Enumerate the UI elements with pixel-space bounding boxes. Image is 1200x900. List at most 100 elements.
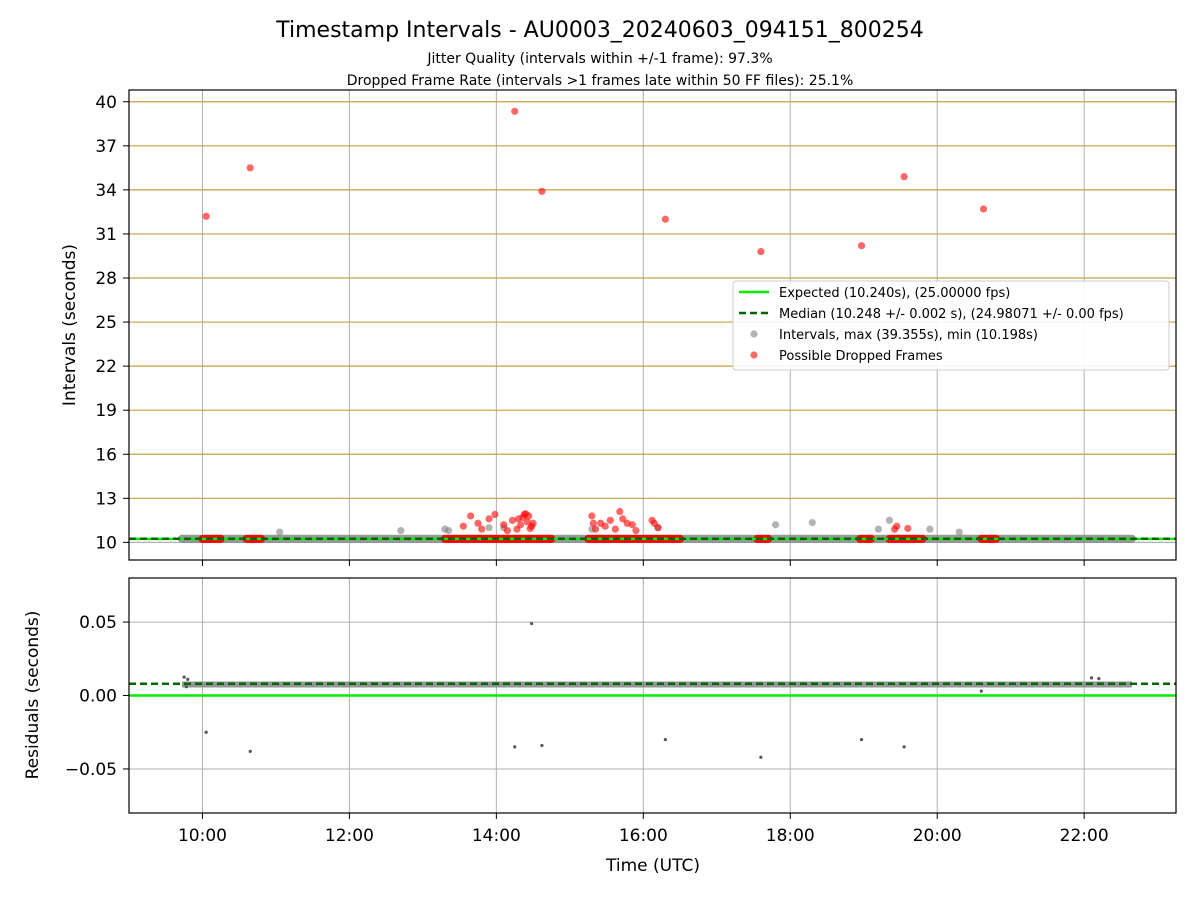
interval-point [771,521,780,529]
interval-point [397,527,405,535]
residuals-ytick-label: −0.05 [65,760,117,780]
intervals-ytick-label: 37 [95,137,117,157]
dropped-frame-point [619,515,627,523]
dropped-frame-point [606,516,614,524]
legend-intervals-swatch [750,330,758,338]
dropped-frame-point [591,525,600,533]
residual-point [663,737,667,742]
residual-point [979,689,983,693]
interval-point [955,528,963,536]
residuals-y-axis-label: Residuals (seconds) [23,611,43,780]
interval-point [808,518,816,527]
residuals-xtick-label: 18:00 [766,826,815,846]
dropped-frame-point [893,522,901,530]
chart-subtitle-dropped: Dropped Frame Rate (intervals >1 frames … [347,73,854,89]
intervals-ytick-label: 40 [95,93,117,113]
residual-point [1089,676,1094,680]
chart-subtitle-jitter: Jitter Quality (intervals within +/-1 fr… [426,51,772,67]
legend-frame [732,280,1170,371]
residual-point [182,675,186,679]
residuals-xtick-label: 12:00 [325,826,374,846]
interval-point [885,516,894,524]
intervals-plot: 10 13 16 19 22 25 28 31 34 37 40 [95,89,1177,566]
residual-point [248,749,252,753]
residual-point [186,677,190,681]
residual-point [184,685,188,689]
dropped-frame-point [857,242,866,250]
dropped-frame-point [601,522,609,530]
dropped-frame-point [485,515,493,523]
residual-point [859,737,864,742]
interval-point [926,525,934,533]
dropped-frame-point [474,519,482,527]
legend-dropped-label: Possible Dropped Frames [779,349,943,364]
legend-dropped-swatch [750,351,758,359]
residuals-xtick-label: 10:00 [178,826,227,846]
residual-point [902,745,906,749]
residuals-ytick-label: 0.05 [79,613,117,633]
dropped-frame-point [503,527,511,535]
dropped-frame-point [459,522,467,530]
intervals-ytick-label: 31 [95,225,117,245]
residual-point [1097,677,1101,681]
dropped-frame-point [202,212,210,220]
dropped-frame-point [508,516,517,524]
residuals-xtick-label: 14:00 [472,826,521,846]
residual-point [759,755,763,759]
dropped-frame-point [979,205,988,213]
dropped-frame-point [525,512,533,520]
dropped-frame-point [588,512,596,520]
legend-expected-label: Expected (10.240s), (25.00000 fps) [779,286,1010,301]
intervals-ytick-label: 25 [95,313,117,333]
dropped-frame-point [632,527,640,535]
dropped-frame-point [589,519,597,527]
chart-legend: Expected (10.240s), (25.00000 fps) Media… [732,280,1170,371]
intervals-ytick-label: 19 [95,401,117,421]
dropped-frame-point [538,187,546,195]
dropped-frame-point [900,173,908,181]
dropped-frame-point [491,510,499,519]
dropped-frame-point [517,521,525,529]
intervals-ytick-label: 16 [95,445,117,465]
interval-point [485,524,493,532]
residuals-ytick-label: 0.00 [79,687,117,707]
residuals-xtick-label: 22:00 [1060,826,1109,846]
dropped-frame-point [904,524,912,533]
interval-point [874,525,883,533]
dropped-frame-point [478,525,486,533]
residuals-plot-frame [128,577,1177,814]
time-x-axis-label: Time (UTC) [605,856,700,876]
dropped-frame-point [628,521,636,529]
dropped-frame-point [654,524,662,532]
dropped-frame-point [500,521,508,529]
interval-point [276,528,284,536]
legend-median-label: Median (10.248 +/- 0.002 s), (24.98071 +… [779,307,1124,322]
residual-point [540,743,544,748]
residuals-plot: 10:00 12:00 14:00 16:00 18:00 20:00 22:00 −0.05… [65,577,1177,846]
residuals-xtick-label: 20:00 [913,826,962,846]
interval-point [445,527,453,535]
residual-point [204,730,208,734]
residual-point [530,621,534,626]
dropped-frame-point [611,525,619,533]
intervals-plot-frame [128,89,1177,561]
intervals-y-axis-label: Intervals (seconds) [60,244,80,406]
dropped-frame-point [523,518,531,526]
residual-point [513,745,517,749]
dropped-frame-point [757,247,765,256]
legend-intervals-label: Intervals, max (39.355s), min (10.198s) [779,328,1038,343]
dropped-frame-point [529,519,537,527]
intervals-ytick-label: 28 [95,269,117,289]
intervals-ytick-label: 13 [95,489,117,509]
chart-title: Timestamp Intervals - AU0003_20240603_09… [275,18,924,43]
intervals-ytick-label: 10 [95,533,117,553]
residuals-xtick-label: 16:00 [619,826,668,846]
dropped-frame-point [467,512,475,520]
dropped-frame-point [616,507,624,516]
intervals-ytick-label: 22 [95,357,117,377]
dropped-frame-point [661,215,669,223]
dropped-frame-point [511,107,519,115]
intervals-ytick-label: 34 [95,181,117,201]
dropped-frame-point [246,164,254,172]
